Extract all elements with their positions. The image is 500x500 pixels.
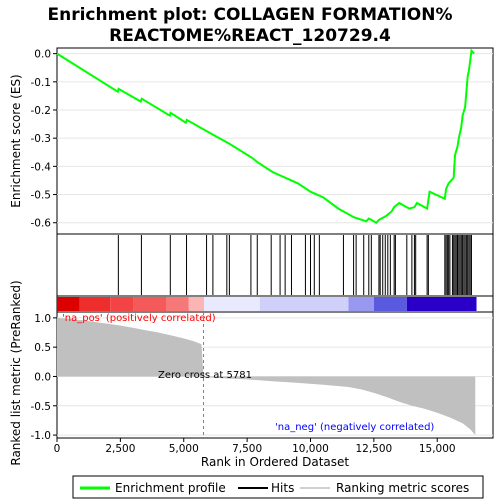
zero-cross-label: Zero cross at 5781: [158, 370, 252, 381]
es-plot-frame: [56, 47, 494, 235]
es-gridlines: [57, 53, 493, 224]
chart-title-line1: Enrichment plot: COLLAGEN FORMATION%: [47, 5, 452, 25]
colorbar-segment: [110, 297, 134, 311]
es-y-tick-label: -0.2: [31, 105, 52, 117]
es-y-axis-ticks: 0.0 -0.1 -0.2 -0.3 -0.4 -0.5 -0.6: [31, 49, 57, 230]
metric-x-tick-label: 7,500: [232, 443, 262, 455]
metric-y-axis-label: Ranked list metric (PreRanked): [9, 280, 23, 465]
es-y-tick-label: -0.3: [31, 133, 52, 145]
legend-frame: [72, 475, 484, 499]
hits-frame: [56, 233, 494, 297]
colorbar-segment: [79, 297, 111, 311]
ranked-metric-panel: 1.0 0.5 0.0 -0.5 -1.0 0 2,500 5,000 7,500 10,000…: [9, 280, 494, 469]
metric-y-tick-label: 0.0: [34, 371, 51, 383]
chart-legend: Enrichment profile Hits Ranking metric s…: [72, 475, 484, 499]
enrichment-profile-line: [56, 48, 475, 224]
chart-title-line2: REACTOME%REACT_120729.4: [109, 26, 391, 46]
legend-label-hits: Hits: [271, 481, 294, 495]
colorbar-segment: [348, 297, 374, 311]
metric-x-tick-label: 2,500: [105, 443, 135, 455]
colorbar-segment: [166, 297, 189, 311]
colorbar-segment: [373, 297, 407, 311]
legend-label-enrichment-profile: Enrichment profile: [115, 481, 226, 495]
hit-lines: [117, 235, 472, 295]
metric-x-tick-label: 0: [54, 443, 61, 455]
es-y-tick-label: -0.6: [31, 218, 52, 230]
es-y-tick-label: -0.4: [31, 161, 52, 173]
metric-y-axis-ticks: 1.0 0.5 0.0 -0.5 -1.0: [31, 313, 57, 442]
legend-label-ranking-metric-scores: Ranking metric scores: [336, 481, 469, 495]
es-y-tick-label: -0.5: [31, 190, 52, 202]
positive-correlation-label: 'na_pos' (positively correlated): [62, 313, 216, 324]
metric-y-tick-label: -1.0: [31, 430, 52, 442]
es-y-tick-label: -0.1: [31, 77, 52, 89]
colorbar-segment: [259, 297, 349, 311]
colorbar-segments: [57, 297, 477, 311]
es-y-tick-label: 0.0: [34, 49, 51, 61]
ranking-metric-area: [57, 317, 476, 436]
hits-panel: [56, 233, 494, 297]
enrichment-score-panel: 0.0 -0.1 -0.2 -0.3 -0.4 -0.5 -0.6 Enrichment s…: [9, 47, 494, 235]
metric-y-tick-label: 1.0: [34, 313, 51, 325]
metric-x-tick-label: 5,000: [169, 443, 199, 455]
metric-x-tick-label: 15,000: [419, 443, 456, 455]
colorbar-segment: [188, 297, 205, 311]
negative-correlation-label: 'na_neg' (negatively correlated): [275, 422, 434, 433]
metric-x-axis-ticks: 0 2,500 5,000 7,500 10,000 12,500 15,000: [54, 438, 456, 455]
metric-y-tick-label: -0.5: [31, 401, 52, 413]
colorbar-segment: [57, 297, 80, 311]
colorbar-segment: [406, 297, 477, 311]
metric-x-tick-label: 10,000: [292, 443, 329, 455]
rank-colorbar: [56, 295, 494, 313]
metric-x-axis-label: Rank in Ordered Dataset: [201, 455, 349, 469]
metric-x-tick-label: 12,500: [355, 443, 392, 455]
metric-y-tick-label: 0.5: [34, 342, 51, 354]
colorbar-segment: [204, 297, 260, 311]
colorbar-segment: [133, 297, 166, 311]
es-y-axis-label: Enrichment score (ES): [9, 74, 23, 207]
